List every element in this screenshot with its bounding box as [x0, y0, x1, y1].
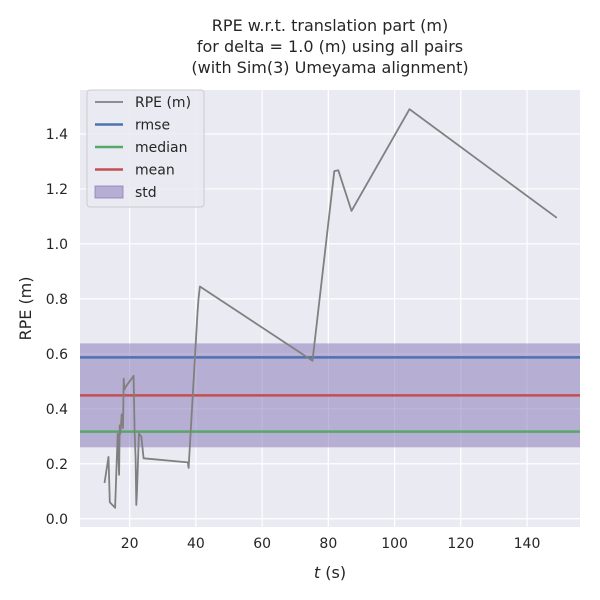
legend-swatch-std	[94, 185, 124, 199]
y-tick-label: 0.6	[46, 347, 68, 363]
series-group	[103, 108, 558, 509]
x-tick-label: 60	[253, 536, 271, 552]
title-line: for delta = 1.0 (m) using all pairs	[197, 37, 463, 56]
y-tick-label: 0.0	[46, 512, 68, 528]
x-tick-label: 80	[319, 536, 337, 552]
y-tick-label: 1.4	[46, 127, 68, 143]
legend-label: std	[135, 185, 157, 201]
y-axis-label: RPE (m)	[16, 276, 35, 340]
stat-lines	[80, 356, 580, 433]
x-tick-label: 120	[447, 536, 474, 552]
y-tick-label: 0.2	[46, 457, 68, 473]
tick-labels: 20 40 60 80 100 120 140 0.0 0.2 0.4 0.6 0.8 1.0 1.2 1.…	[46, 127, 541, 552]
legend-frame	[86, 89, 205, 208]
x-tick-label: 40	[187, 536, 205, 552]
y-tick-label: 1.0	[46, 237, 68, 253]
x-axis-label: t (s)	[314, 563, 346, 582]
legend-label: RPE (m)	[135, 95, 191, 111]
x-tick-label: 20	[121, 536, 139, 552]
title-line: (with Sim(3) Umeyama alignment)	[191, 58, 468, 77]
rpe-series-line	[103, 108, 558, 509]
title-line: RPE w.r.t. translation part (m)	[212, 16, 448, 35]
legend-label: rmse	[135, 118, 170, 134]
x-tick-label: 140	[514, 536, 541, 552]
chart-title: RPE w.r.t. translation part (m) for delta…	[191, 16, 468, 77]
y-tick-label: 0.4	[46, 402, 68, 418]
legend-label: mean	[135, 163, 175, 179]
x-tick-label: 100	[381, 536, 408, 552]
y-tick-label: 1.2	[46, 182, 68, 198]
y-tick-label: 0.8	[46, 292, 68, 308]
legend-label: median	[135, 140, 187, 156]
legend: RPE (m) rmse median mean std	[86, 89, 205, 208]
